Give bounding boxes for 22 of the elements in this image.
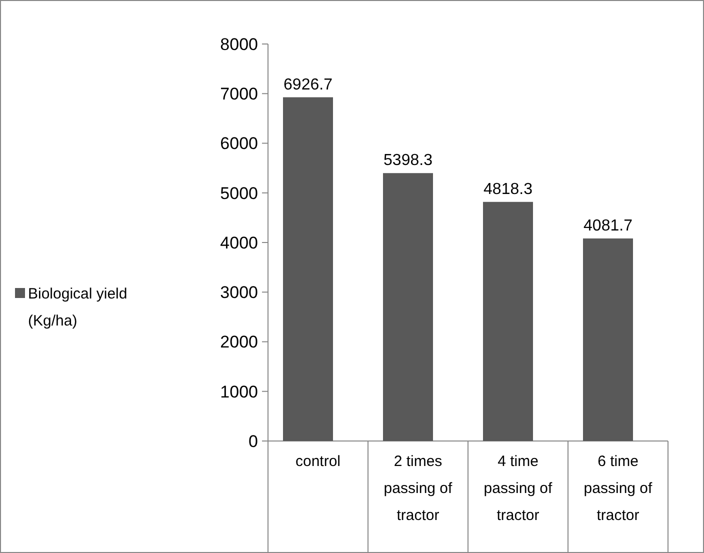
y-tick-label: 1000 bbox=[220, 382, 258, 402]
legend-label: Biological yield (Kg/ha) bbox=[28, 285, 128, 330]
y-tick-label: 6000 bbox=[220, 134, 258, 154]
y-tick-label: 5000 bbox=[220, 184, 258, 203]
data-label: 4818.3 bbox=[484, 180, 533, 198]
y-tick-label: 4000 bbox=[220, 233, 258, 252]
y-tick-label: 3000 bbox=[220, 283, 258, 302]
x-tick-label: 6 time passing of tractor bbox=[584, 453, 654, 524]
x-tick-label: 2 times passing of tractor bbox=[384, 453, 454, 524]
x-tick-label: 4 time passing of tractor bbox=[484, 453, 554, 524]
y-tick-label: 8000 bbox=[220, 34, 258, 54]
data-label: 5398.3 bbox=[384, 152, 433, 170]
data-label: 6926.7 bbox=[284, 76, 333, 94]
y-tick-label: 0 bbox=[248, 432, 258, 451]
bar bbox=[483, 202, 533, 441]
y-tick-label: 2000 bbox=[220, 332, 258, 352]
bar bbox=[283, 97, 333, 441]
bar bbox=[583, 238, 633, 441]
bar bbox=[383, 173, 433, 441]
y-tick-label: 7000 bbox=[220, 84, 258, 104]
data-label: 4081.7 bbox=[584, 217, 633, 234]
x-tick-label: control bbox=[295, 453, 341, 470]
